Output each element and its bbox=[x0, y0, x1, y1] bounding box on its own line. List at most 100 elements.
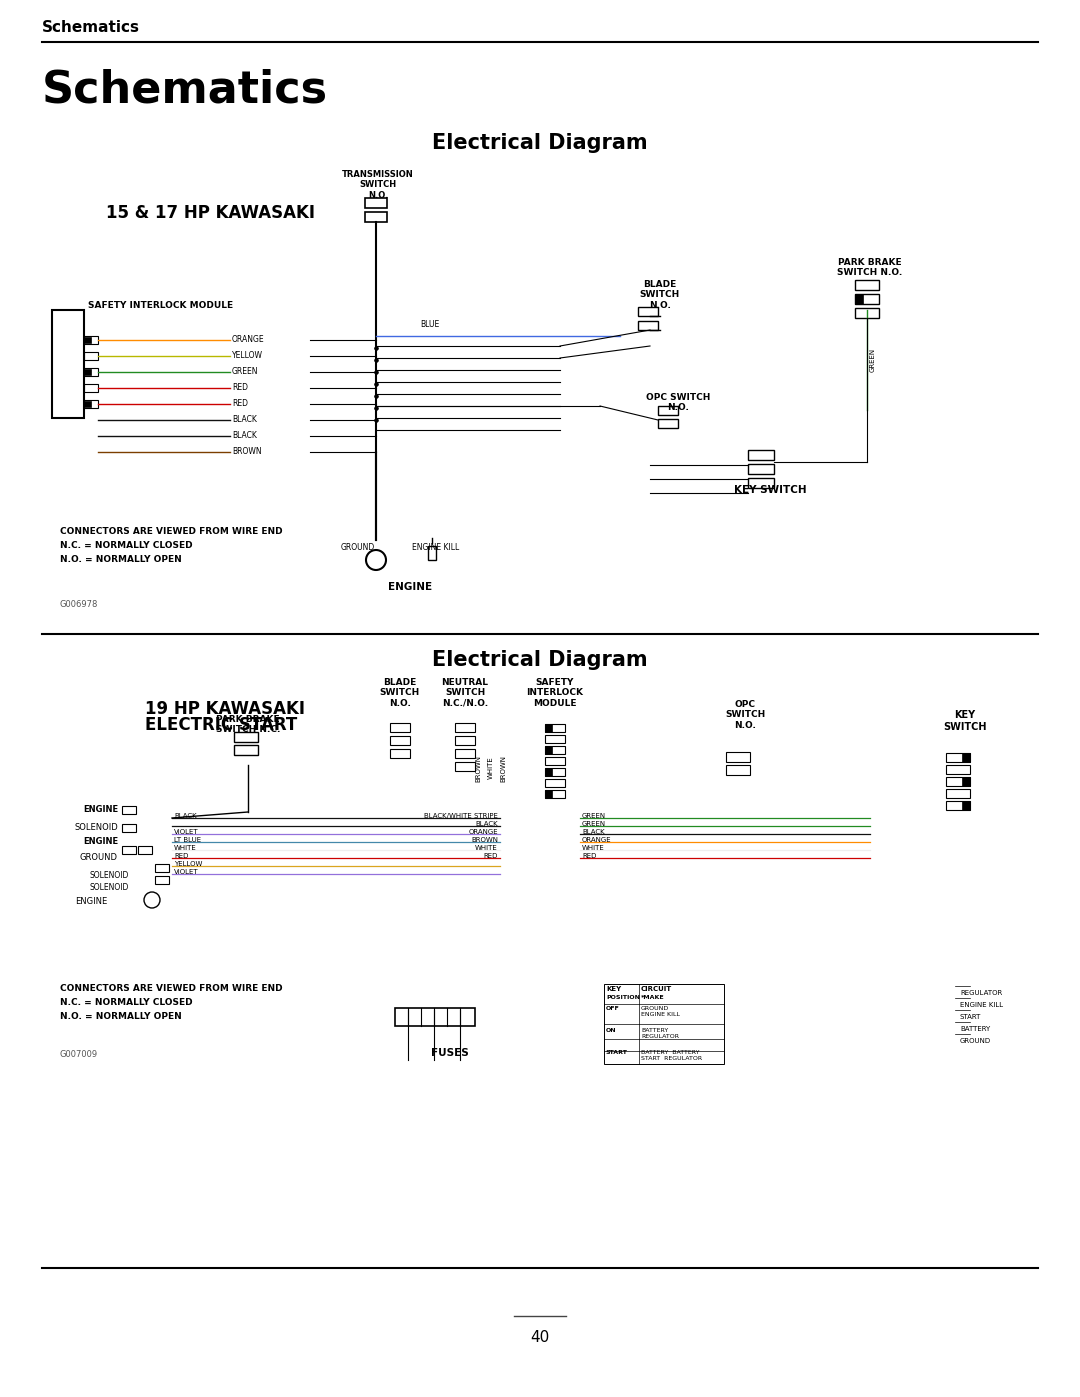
Text: GREEN: GREEN bbox=[582, 813, 606, 819]
Text: OPC
SWITCH
N.O.: OPC SWITCH N.O. bbox=[725, 700, 765, 729]
Text: REGULATOR: REGULATOR bbox=[960, 990, 1002, 996]
Text: BROWN: BROWN bbox=[471, 837, 498, 842]
Text: G006978: G006978 bbox=[60, 599, 98, 609]
Text: LT BLUE: LT BLUE bbox=[174, 837, 201, 842]
Text: KEY
SWITCH: KEY SWITCH bbox=[943, 710, 987, 732]
Text: RED: RED bbox=[484, 854, 498, 859]
Text: BLACK: BLACK bbox=[232, 432, 257, 440]
Text: GROUND: GROUND bbox=[960, 1038, 991, 1044]
Text: WHITE: WHITE bbox=[488, 757, 494, 780]
Bar bbox=[726, 752, 750, 761]
Bar bbox=[455, 724, 475, 732]
Bar bbox=[604, 983, 724, 1065]
Text: Electrical Diagram: Electrical Diagram bbox=[432, 133, 648, 154]
Text: ORANGE: ORANGE bbox=[232, 335, 265, 345]
Bar bbox=[122, 847, 136, 854]
Bar bbox=[658, 407, 678, 415]
Bar bbox=[390, 724, 410, 732]
Text: BLACK: BLACK bbox=[174, 813, 197, 819]
Text: SAFETY INTERLOCK MODULE: SAFETY INTERLOCK MODULE bbox=[87, 300, 233, 310]
Text: SOLENOID: SOLENOID bbox=[75, 823, 118, 833]
Bar bbox=[658, 419, 678, 427]
Bar bbox=[545, 789, 565, 798]
Text: CONNECTORS ARE VIEWED FROM WIRE END
N.C. = NORMALLY CLOSED
N.O. = NORMALLY OPEN: CONNECTORS ARE VIEWED FROM WIRE END N.C.… bbox=[60, 983, 283, 1021]
Bar bbox=[545, 757, 565, 766]
Bar bbox=[84, 401, 91, 407]
Bar bbox=[84, 384, 98, 393]
Text: POSITION: POSITION bbox=[606, 995, 640, 1000]
Text: ENGINE KILL: ENGINE KILL bbox=[413, 543, 460, 552]
Text: SOLENOID: SOLENOID bbox=[90, 872, 130, 880]
Text: GREEN: GREEN bbox=[232, 367, 258, 377]
Bar bbox=[395, 1009, 475, 1025]
Text: ORANGE: ORANGE bbox=[469, 828, 498, 835]
Bar bbox=[946, 789, 970, 798]
Text: BLADE
SWITCH
N.O.: BLADE SWITCH N.O. bbox=[639, 279, 680, 310]
Bar bbox=[234, 732, 258, 742]
Text: BROWN: BROWN bbox=[475, 754, 481, 781]
Text: PARK BRAKE
SWITCH N.O.: PARK BRAKE SWITCH N.O. bbox=[837, 258, 903, 278]
Text: ORANGE: ORANGE bbox=[582, 837, 611, 842]
Text: NEUTRAL
SWITCH
N.C./N.O.: NEUTRAL SWITCH N.C./N.O. bbox=[442, 678, 488, 708]
Text: BLACK: BLACK bbox=[582, 828, 605, 835]
Bar bbox=[122, 824, 136, 833]
Bar bbox=[962, 777, 970, 787]
Text: BROWN: BROWN bbox=[232, 447, 261, 457]
Bar bbox=[455, 749, 475, 759]
Bar bbox=[855, 279, 879, 291]
Text: ENGINE: ENGINE bbox=[83, 837, 118, 847]
Text: SAFETY
INTERLOCK
MODULE: SAFETY INTERLOCK MODULE bbox=[527, 678, 583, 708]
Bar bbox=[946, 766, 970, 774]
Text: WHITE: WHITE bbox=[475, 845, 498, 851]
Bar bbox=[545, 724, 565, 732]
Bar bbox=[748, 478, 774, 488]
Text: Schematics: Schematics bbox=[42, 68, 328, 112]
Bar bbox=[855, 307, 879, 319]
Text: ENGINE: ENGINE bbox=[75, 897, 107, 907]
Text: PARK BRAKE
SWITCH N.C.: PARK BRAKE SWITCH N.C. bbox=[216, 715, 280, 735]
Bar bbox=[545, 746, 565, 754]
Bar bbox=[748, 450, 774, 460]
Bar bbox=[84, 337, 98, 344]
Text: 40: 40 bbox=[530, 1330, 550, 1345]
Bar bbox=[84, 337, 91, 344]
Bar bbox=[545, 724, 552, 732]
Text: 15 & 17 HP KAWASAKI: 15 & 17 HP KAWASAKI bbox=[106, 204, 314, 222]
Text: Schematics: Schematics bbox=[42, 21, 140, 35]
Text: KEY: KEY bbox=[606, 986, 621, 992]
Text: TRANSMISSION
SWITCH
N.O.: TRANSMISSION SWITCH N.O. bbox=[342, 170, 414, 200]
Bar bbox=[726, 766, 750, 775]
Text: ENGINE: ENGINE bbox=[83, 806, 118, 814]
Bar bbox=[234, 745, 258, 754]
Bar bbox=[638, 307, 658, 316]
Bar bbox=[84, 352, 98, 360]
Text: BATTERY
REGULATOR: BATTERY REGULATOR bbox=[642, 1028, 679, 1039]
Text: ENGINE: ENGINE bbox=[388, 583, 432, 592]
Bar bbox=[855, 293, 879, 305]
Bar bbox=[962, 800, 970, 810]
Bar bbox=[946, 777, 970, 787]
Bar bbox=[455, 736, 475, 745]
Bar bbox=[545, 735, 565, 743]
Bar bbox=[946, 753, 970, 761]
Text: GROUND
ENGINE KILL: GROUND ENGINE KILL bbox=[642, 1006, 680, 1017]
Text: Electrical Diagram: Electrical Diagram bbox=[432, 650, 648, 671]
Text: GROUND: GROUND bbox=[341, 543, 375, 552]
Text: SOLENOID: SOLENOID bbox=[90, 883, 130, 893]
Text: *MAKE: *MAKE bbox=[642, 995, 664, 1000]
Text: GREEN: GREEN bbox=[870, 348, 876, 372]
Text: OPC SWITCH
N.O.: OPC SWITCH N.O. bbox=[646, 393, 711, 412]
Text: 19 HP KAWASAKI: 19 HP KAWASAKI bbox=[145, 700, 305, 718]
Text: YELLOW: YELLOW bbox=[174, 861, 202, 868]
Text: RED: RED bbox=[232, 400, 248, 408]
Bar bbox=[855, 293, 863, 305]
Text: BROWN: BROWN bbox=[500, 754, 507, 781]
Bar bbox=[365, 212, 387, 222]
Bar bbox=[545, 768, 552, 775]
Text: RED: RED bbox=[232, 384, 248, 393]
Text: BLUE: BLUE bbox=[420, 320, 440, 330]
Text: CIRCUIT: CIRCUIT bbox=[642, 986, 672, 992]
Text: START: START bbox=[960, 1014, 982, 1020]
Text: CONNECTORS ARE VIEWED FROM WIRE END
N.C. = NORMALLY CLOSED
N.O. = NORMALLY OPEN: CONNECTORS ARE VIEWED FROM WIRE END N.C.… bbox=[60, 527, 283, 564]
Text: ENGINE KILL: ENGINE KILL bbox=[960, 1002, 1003, 1009]
